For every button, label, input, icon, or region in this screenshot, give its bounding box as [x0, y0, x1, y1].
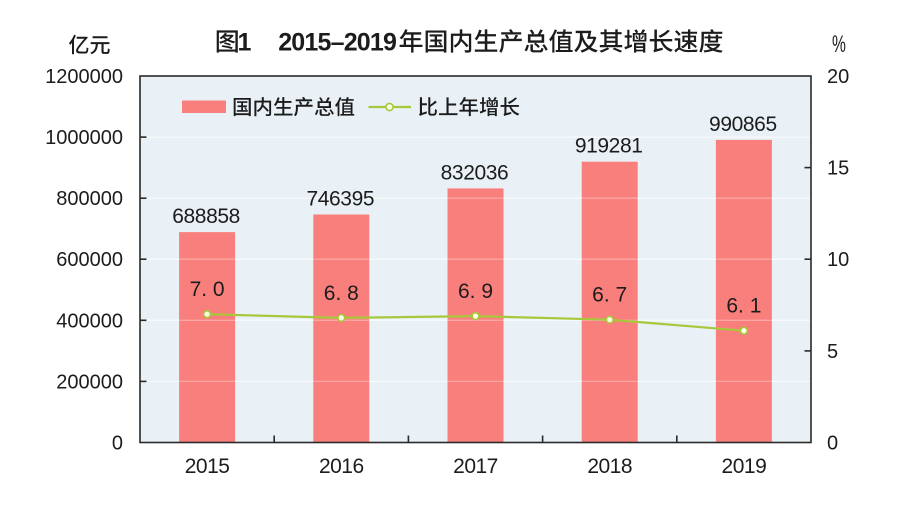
svg-text:10: 10	[827, 249, 849, 271]
svg-text:1200000: 1200000	[45, 66, 123, 88]
svg-text:6. 8: 6. 8	[324, 282, 359, 305]
svg-text:0: 0	[827, 433, 838, 455]
svg-text:2017: 2017	[453, 455, 498, 478]
svg-text:990865: 990865	[709, 113, 777, 136]
svg-text:688858: 688858	[172, 205, 240, 228]
svg-text:746395: 746395	[306, 188, 374, 211]
svg-text:919281: 919281	[575, 135, 643, 158]
svg-text:800000: 800000	[56, 188, 123, 210]
svg-text:6. 7: 6. 7	[592, 284, 627, 307]
svg-text:2019: 2019	[722, 455, 767, 478]
svg-text:2016: 2016	[319, 455, 364, 478]
svg-text:2018: 2018	[587, 455, 632, 478]
svg-text:600000: 600000	[56, 249, 123, 271]
svg-text:5: 5	[827, 341, 838, 363]
svg-text:400000: 400000	[56, 310, 123, 332]
svg-text:832036: 832036	[441, 161, 509, 184]
svg-text:6. 9: 6. 9	[458, 280, 493, 303]
svg-text:2015: 2015	[185, 455, 230, 478]
svg-text:20: 20	[827, 66, 849, 88]
svg-text:%: %	[832, 32, 846, 58]
svg-text:15: 15	[827, 158, 849, 180]
svg-text:0: 0	[112, 433, 123, 455]
svg-text:200000: 200000	[56, 371, 123, 393]
svg-text:2015–2019: 2015–2019	[278, 29, 396, 57]
svg-text:1: 1	[238, 29, 252, 57]
svg-text:6. 1: 6. 1	[726, 295, 761, 318]
svg-text:1000000: 1000000	[45, 127, 123, 149]
svg-text:7. 0: 7. 0	[190, 278, 225, 301]
